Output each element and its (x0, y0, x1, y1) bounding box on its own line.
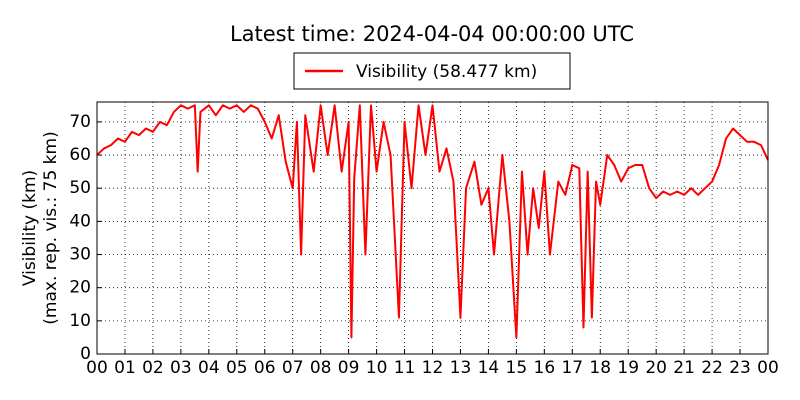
x-tick-label: 08 (310, 358, 332, 378)
x-tick-label: 10 (366, 358, 388, 378)
y-tick-label: 10 (69, 311, 91, 331)
x-tick-label: 19 (617, 358, 639, 378)
legend-label: Visibility (58.477 km) (356, 62, 537, 82)
x-tick-label: 17 (561, 358, 583, 378)
y-tick-label: 20 (69, 278, 91, 298)
y-tick-label: 30 (69, 245, 91, 265)
x-tick-label: 11 (394, 358, 416, 378)
x-tick-label: 07 (282, 358, 304, 378)
x-tick-label: 21 (673, 358, 695, 378)
y-axis-label: Visibility (km) (20, 170, 40, 286)
plot-frame (96, 101, 769, 355)
x-tick-label: 00 (757, 358, 779, 378)
x-tick-label: 23 (729, 358, 751, 378)
x-tick-label: 18 (589, 358, 611, 378)
y-axis-label: (max. rep. vis.: 75 km) (41, 131, 61, 324)
y-tick-label: 60 (69, 145, 91, 165)
x-tick-label: 01 (114, 358, 136, 378)
x-tick-label: 09 (338, 358, 360, 378)
x-tick-label: 06 (254, 358, 276, 378)
x-tick-label: 16 (534, 358, 556, 378)
x-tick-label: 00 (86, 358, 108, 378)
y-tick-label: 70 (69, 112, 91, 132)
data-line (96, 104, 769, 339)
chart-title: Latest time: 2024-04-04 00:00:00 UTC (230, 22, 634, 46)
x-tick-label: 03 (170, 358, 192, 378)
x-tick-label: 20 (645, 358, 667, 378)
x-tick-label: 02 (142, 358, 164, 378)
y-tick-label: 50 (69, 178, 91, 198)
x-tick-label: 13 (450, 358, 472, 378)
x-tick-label: 15 (506, 358, 528, 378)
y-tick-label: 40 (69, 211, 91, 231)
x-tick-label: 04 (198, 358, 220, 378)
x-tick-label: 05 (226, 358, 248, 378)
x-tick-label: 12 (422, 358, 444, 378)
x-tick-label: 14 (478, 358, 500, 378)
x-tick-label: 22 (701, 358, 723, 378)
y-tick-label: 0 (80, 344, 91, 364)
